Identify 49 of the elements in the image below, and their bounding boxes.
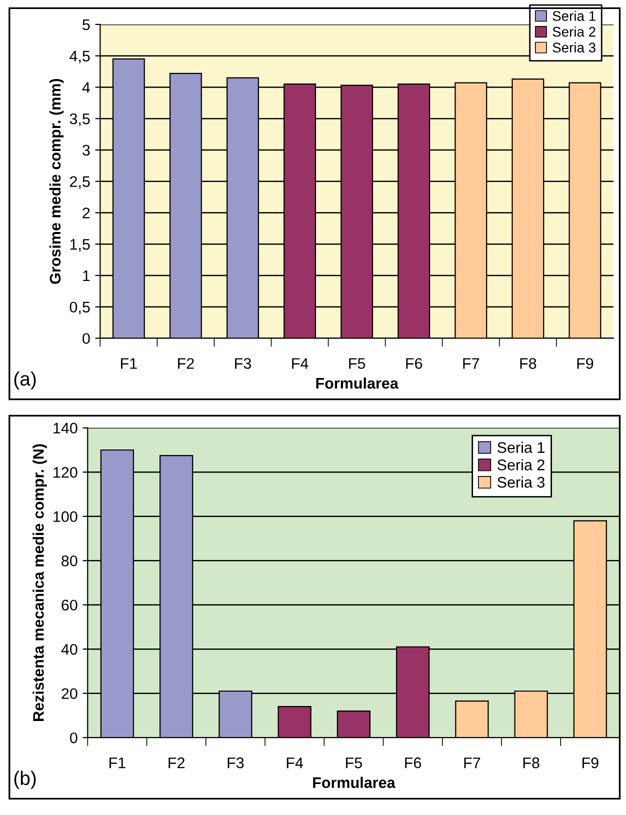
x-tick-label: F8 — [520, 358, 536, 369]
y-tick-label: 0 — [70, 732, 78, 744]
y-tick-label: 5 — [82, 19, 90, 30]
y-tick-label: 1,5 — [70, 239, 90, 252]
y-tick-label: 60 — [62, 600, 78, 611]
y-tick-label: 120 — [54, 466, 78, 478]
text: (a) — [14, 371, 36, 390]
x-axis-title: Formularea — [313, 776, 396, 788]
x-tick-label: F2 — [178, 358, 194, 369]
y-tick-label: 3,5 — [70, 113, 90, 126]
y-tick-label: 4 — [82, 82, 90, 93]
legend-label: Seria 3 — [497, 476, 545, 488]
legend-label: Seria 1 — [552, 10, 596, 21]
y-tick-label: 140 — [54, 422, 78, 434]
x-tick-label: F2 — [168, 757, 184, 768]
x-tick-label: F3 — [228, 757, 244, 768]
x-tick-label: F1 — [110, 758, 126, 768]
y-tick-label: 40 — [61, 644, 78, 655]
y-tick-label: 3 — [82, 144, 90, 156]
x-tick-label: F3 — [235, 358, 251, 369]
y-tick-label: 0,5 — [70, 302, 90, 314]
y-tick-label: 1 — [83, 270, 90, 282]
y-tick-label: 80 — [62, 555, 78, 566]
x-axis-title: Formularea — [316, 377, 399, 389]
x-tick-label: F6 — [405, 757, 422, 768]
y-tick-label: 4,5 — [70, 50, 90, 64]
text: (b) — [14, 770, 36, 789]
y-tick-label: 0 — [82, 333, 90, 344]
x-tick-label: F9 — [577, 358, 594, 369]
x-tick-label: F7 — [464, 758, 480, 768]
x-tick-label: F1 — [121, 358, 137, 369]
legend-label: Seria 1 — [497, 442, 544, 453]
x-tick-label: F4 — [292, 358, 308, 369]
x-tick-label: F7 — [463, 358, 480, 369]
x-tick-label: F4 — [286, 758, 304, 768]
legend-label: Seria 3 — [552, 42, 596, 53]
legend-label: Seria 2 — [552, 26, 596, 37]
y-tick-label: 2 — [82, 208, 90, 218]
legend-label: Seria 2 — [497, 459, 544, 470]
x-tick-label: F9 — [582, 757, 598, 768]
y-axis-title: Grosime medie compr. (mm) — [49, 78, 64, 284]
x-tick-label: F6 — [406, 358, 422, 369]
y-tick-label: 2,5 — [70, 176, 90, 189]
x-tick-label: F5 — [346, 758, 362, 768]
y-tick-label: 20 — [62, 688, 78, 700]
y-axis-title: Rezistenta mecanica medie compr. (N) — [32, 444, 47, 721]
x-tick-label: F5 — [349, 358, 366, 369]
y-tick-label: 100 — [54, 511, 78, 522]
x-tick-label: F8 — [523, 757, 540, 768]
